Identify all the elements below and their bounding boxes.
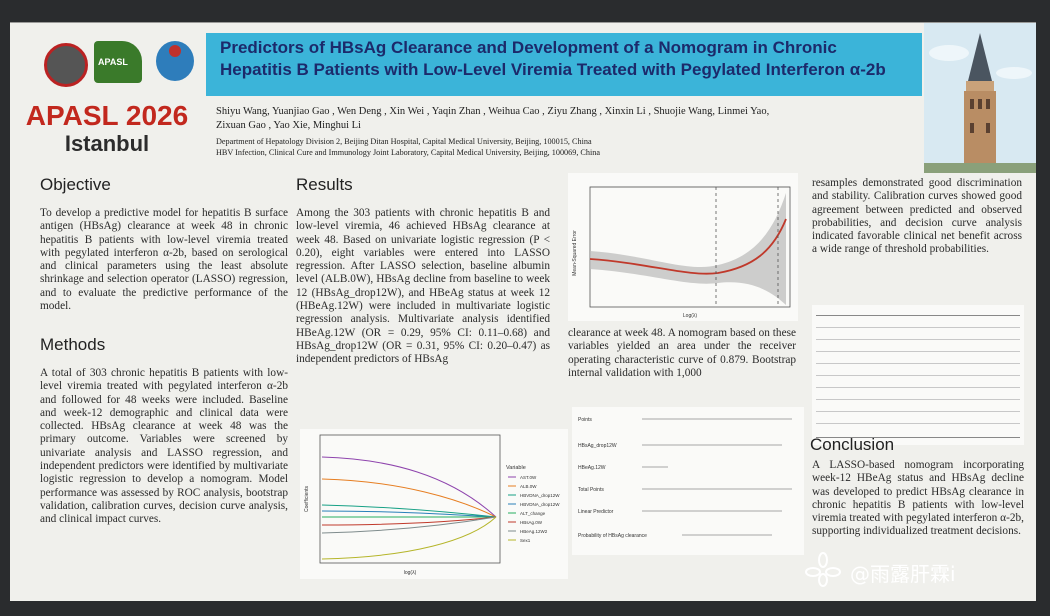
legend-item: HBeAg.12W2 [520, 529, 548, 534]
table-row [816, 399, 1020, 400]
results-table [812, 305, 1024, 445]
legend-item: AST.0W [520, 475, 537, 480]
title-band [206, 33, 922, 96]
objective-text: To develop a predictive model for hepati… [40, 207, 288, 313]
poster: APASL APASL 2026 Istanbul Predictors of … [10, 22, 1036, 601]
results-text-cont-2: resamples demonstrated good discriminati… [812, 177, 1022, 256]
cv-y-label: Mean-Squared Error [572, 230, 578, 276]
conclusion-heading: Conclusion [810, 435, 895, 454]
watermark-text: @雨露肝霖i [850, 562, 956, 586]
path-chart-svg: Coefficients log(λ) Variable AST.0W ALB.… [304, 434, 560, 576]
lasso-coefficient-path-chart: Coefficients log(λ) Variable AST.0W ALB.… [300, 429, 568, 579]
legend-item: HBVDNA_drop12W [520, 502, 560, 507]
istanbul-logo-icon [156, 41, 194, 81]
results-text: Among the 303 patients with chronic hepa… [296, 207, 550, 366]
path-x-label: log(λ) [404, 570, 417, 576]
legend-item: Sex1 [520, 538, 531, 543]
nomo-label: Total Points [578, 487, 604, 493]
table-row [816, 411, 1020, 412]
results-text-cont: clearance at week 48. A nomogram based o… [568, 327, 796, 379]
legend-item: ALB.0W [520, 484, 537, 489]
nomo-label: HBeAg.12W [578, 465, 606, 471]
table-row [816, 423, 1020, 424]
apasl-logo-icon: APASL [94, 41, 142, 83]
authors-line-1: Shiyu Wang, Yuanjiao Gao , Wen Deng , Xi… [216, 106, 770, 117]
affiliation-2: HBV Infection, Clinical Cure and Immunol… [216, 148, 600, 157]
nomo-label: Probability of HBsAg clearance [578, 533, 647, 539]
affiliation-1: Department of Hepatology Division 2, Bei… [216, 137, 592, 146]
affiliations: Department of Hepatology Division 2, Bei… [216, 136, 856, 158]
methods-heading: Methods [40, 335, 106, 354]
nomo-label: Linear Predictor [578, 509, 614, 515]
table-rule [816, 315, 1020, 316]
legend-item: HBsAg.0W [520, 520, 543, 525]
cv-chart-svg: Mean-Squared Error Log(λ) [572, 186, 791, 319]
path-legend-title: Variable [506, 465, 526, 471]
table-rule [816, 437, 1020, 438]
path-legend: AST.0W ALB.0W HBVDNA_drop12W HBVDNA_drop… [508, 475, 560, 543]
nomo-label: Points [578, 417, 592, 423]
table-row [816, 363, 1020, 364]
table-row [816, 351, 1020, 352]
society-logo-icon [44, 43, 88, 87]
table-row [816, 387, 1020, 388]
weibo-flower-icon [805, 552, 841, 587]
nomogram-svg: Points HBsAg_drop12W HBeAg.12W Total Poi… [578, 417, 792, 539]
path-y-label: Coefficients [304, 485, 310, 512]
methods-text: A total of 303 chronic hepatitis B patie… [40, 367, 288, 526]
nomo-label: HBsAg_drop12W [578, 443, 617, 449]
table-row [816, 339, 1020, 340]
cv-x-label: Log(λ) [683, 313, 698, 319]
logo-group: APASL [20, 35, 210, 185]
legend-item: HBVDNA_drop12W [520, 493, 560, 498]
nomogram-chart: Points HBsAg_drop12W HBeAg.12W Total Poi… [572, 407, 804, 555]
authors-line-2: Zixuan Gao , Yao Xie, Minghui Li [216, 120, 361, 131]
objective-heading: Objective [40, 175, 111, 194]
conclusion-text: A LASSO-based nomogram incorporating wee… [812, 459, 1024, 538]
results-heading: Results [296, 175, 353, 194]
lasso-cv-error-chart: Mean-Squared Error Log(λ) [568, 173, 798, 321]
author-list: Shiyu Wang, Yuanjiao Gao , Wen Deng , Xi… [216, 105, 856, 133]
galata-tower-illustration-icon [924, 23, 1036, 173]
legend-item: ALT_change [520, 511, 546, 516]
conference-city: Istanbul [64, 131, 150, 156]
table-row [816, 327, 1020, 328]
conference-name: APASL 2026 [25, 100, 189, 131]
poster-title: Predictors of HBsAg Clearance and Develo… [220, 38, 886, 79]
table-row [816, 375, 1020, 376]
